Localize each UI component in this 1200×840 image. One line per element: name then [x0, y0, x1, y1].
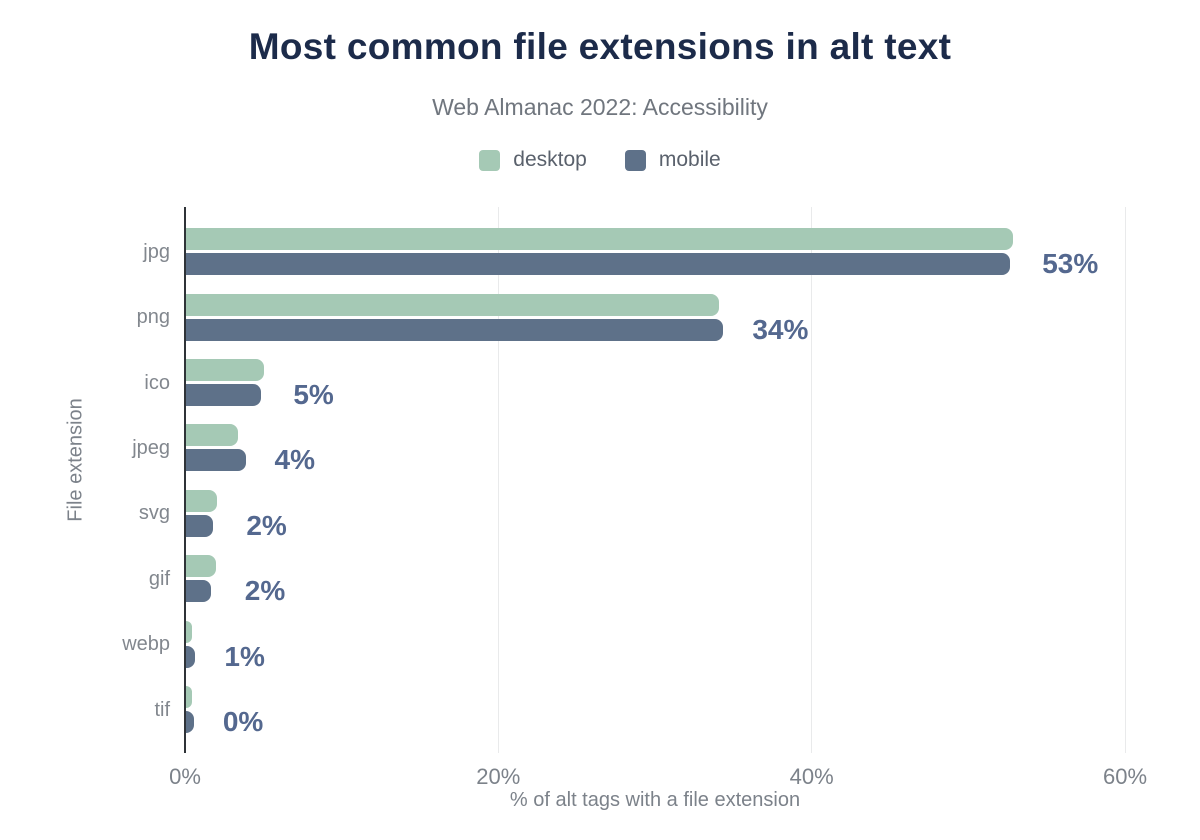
desktop-bar: [186, 293, 719, 316]
chart-title: Most common file extensions in alt text: [248, 26, 952, 67]
legend-item-desktop: desktop: [479, 148, 587, 172]
y-axis-line: [184, 207, 186, 753]
mobile-bar: [186, 514, 213, 537]
x-tick-label: 40%: [789, 764, 834, 789]
value-label: 0%: [222, 706, 264, 737]
desktop-bar: [186, 359, 265, 381]
category-label: gif: [148, 567, 170, 590]
value-label: 34%: [752, 313, 809, 345]
desktop-bar: [186, 489, 218, 512]
mobile-bar: [186, 384, 262, 406]
category-label: jpg: [143, 240, 170, 263]
value-label: 4%: [274, 444, 315, 476]
x-axis-title: % of alt tags with a file extension: [509, 789, 801, 811]
legend-label-mobile: mobile: [658, 148, 721, 171]
category-label: png: [136, 306, 170, 329]
category-label: tif: [154, 698, 170, 721]
category-label: jpeg: [132, 436, 170, 459]
x-tick-label: 60%: [1102, 764, 1148, 789]
value-label: 2%: [244, 575, 286, 607]
legend: desktop mobile: [0, 148, 1200, 172]
mobile-bar: [186, 580, 212, 603]
gridline: [811, 207, 813, 753]
gridline: [1124, 207, 1126, 753]
desktop-bar: [186, 424, 238, 447]
category-label: svg: [138, 502, 170, 525]
mobile-bar: [186, 711, 194, 733]
legend-label-desktop: desktop: [513, 148, 587, 171]
mobile-bar: [186, 253, 1011, 276]
mobile-bar: [186, 645, 196, 668]
value-label: 5%: [293, 379, 334, 410]
chart-subtitle: Web Almanac 2022: Accessibility: [432, 94, 768, 120]
desktop-bar: [186, 620, 193, 643]
legend-item-mobile: mobile: [624, 148, 721, 172]
x-tick-label: 20%: [476, 764, 521, 789]
value-label: 2%: [246, 509, 287, 541]
value-label: 53%: [1042, 248, 1099, 280]
desktop-bar: [186, 228, 1014, 251]
value-label: 1%: [224, 640, 265, 672]
desktop-bar: [186, 686, 193, 708]
x-tick-label: 0%: [169, 764, 201, 789]
desktop-bar: [186, 555, 216, 578]
y-axis-title: File extension: [64, 398, 87, 522]
mobile-bar: [186, 318, 724, 341]
gridline: [497, 207, 499, 753]
mobile-bar: [186, 449, 246, 472]
category-label: ico: [144, 371, 170, 394]
desktop-legend-swatch-icon: [479, 149, 501, 171]
category-label: webp: [122, 633, 170, 656]
mobile-legend-swatch-icon: [624, 149, 646, 171]
